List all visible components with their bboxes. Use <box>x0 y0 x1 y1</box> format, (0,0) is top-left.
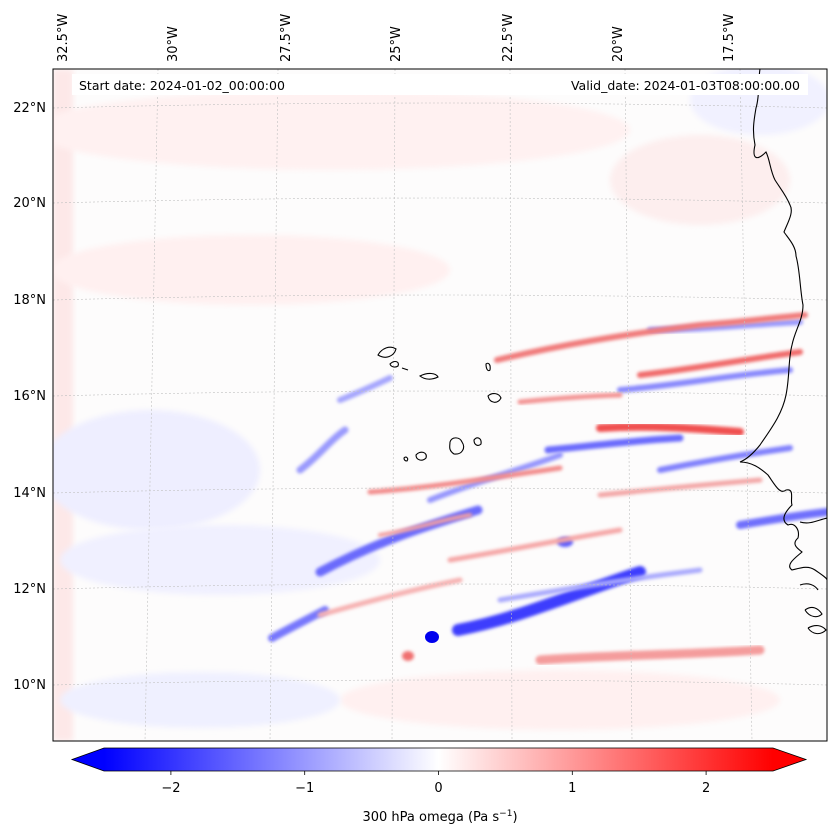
map-panel <box>53 69 827 741</box>
longitude-labels: 32.5°W 30°W 27.5°W 25°W 22.5°W 20°W 17.5… <box>56 14 737 62</box>
africa-coast <box>739 69 827 581</box>
omega-field <box>53 69 827 741</box>
lat-label-10N: 10°N <box>13 678 46 693</box>
colorbar-ticks: −2 −1 0 1 2 <box>161 771 710 796</box>
colorbar-tick-label: 2 <box>702 781 710 796</box>
latitude-labels: 22°N 20°N 18°N 16°N 14°N 12°N 10°N <box>13 101 46 693</box>
lon-label-20W: 20°W <box>611 26 626 62</box>
graticule <box>53 69 827 741</box>
lat-label-16N: 16°N <box>13 389 46 404</box>
colorbar-tick-label: 1 <box>568 781 576 796</box>
lon-label-27.5W: 27.5°W <box>279 14 294 62</box>
colorbar-min-extend <box>72 748 104 771</box>
lat-label-18N: 18°N <box>13 293 46 308</box>
lat-label-14N: 14°N <box>13 486 46 501</box>
start-date-text: Start date: 2024-01-02_00:00:00 <box>79 78 285 93</box>
colorbar-tick-label: −2 <box>161 781 180 796</box>
header-box <box>72 74 808 95</box>
lon-label-25W: 25°W <box>389 26 404 62</box>
colorbar-max-extend <box>773 748 806 771</box>
lat-label-12N: 12°N <box>13 582 46 597</box>
valid-date-text: Valid_date: 2024-01-03T08:00:00.00 <box>571 78 800 93</box>
lat-label-20N: 20°N <box>13 196 46 211</box>
lon-label-30W: 30°W <box>166 26 181 62</box>
lon-label-32.5W: 32.5°W <box>56 14 71 62</box>
colorbar-tick-label: 0 <box>434 781 442 796</box>
coastline <box>739 69 827 635</box>
lon-label-22.5W: 22.5°W <box>501 14 516 62</box>
colorbar: −2 −1 0 1 2 300 hPa omega (Pa s−1) <box>70 747 808 825</box>
cape-verde-islands <box>377 346 502 462</box>
lon-label-17.5W: 17.5°W <box>722 14 737 62</box>
colorbar-tick-label: −1 <box>295 781 314 796</box>
lat-label-22N: 22°N <box>13 101 46 116</box>
colorbar-label: 300 hPa omega (Pa s−1) <box>362 809 517 825</box>
map-frame <box>52 68 828 742</box>
